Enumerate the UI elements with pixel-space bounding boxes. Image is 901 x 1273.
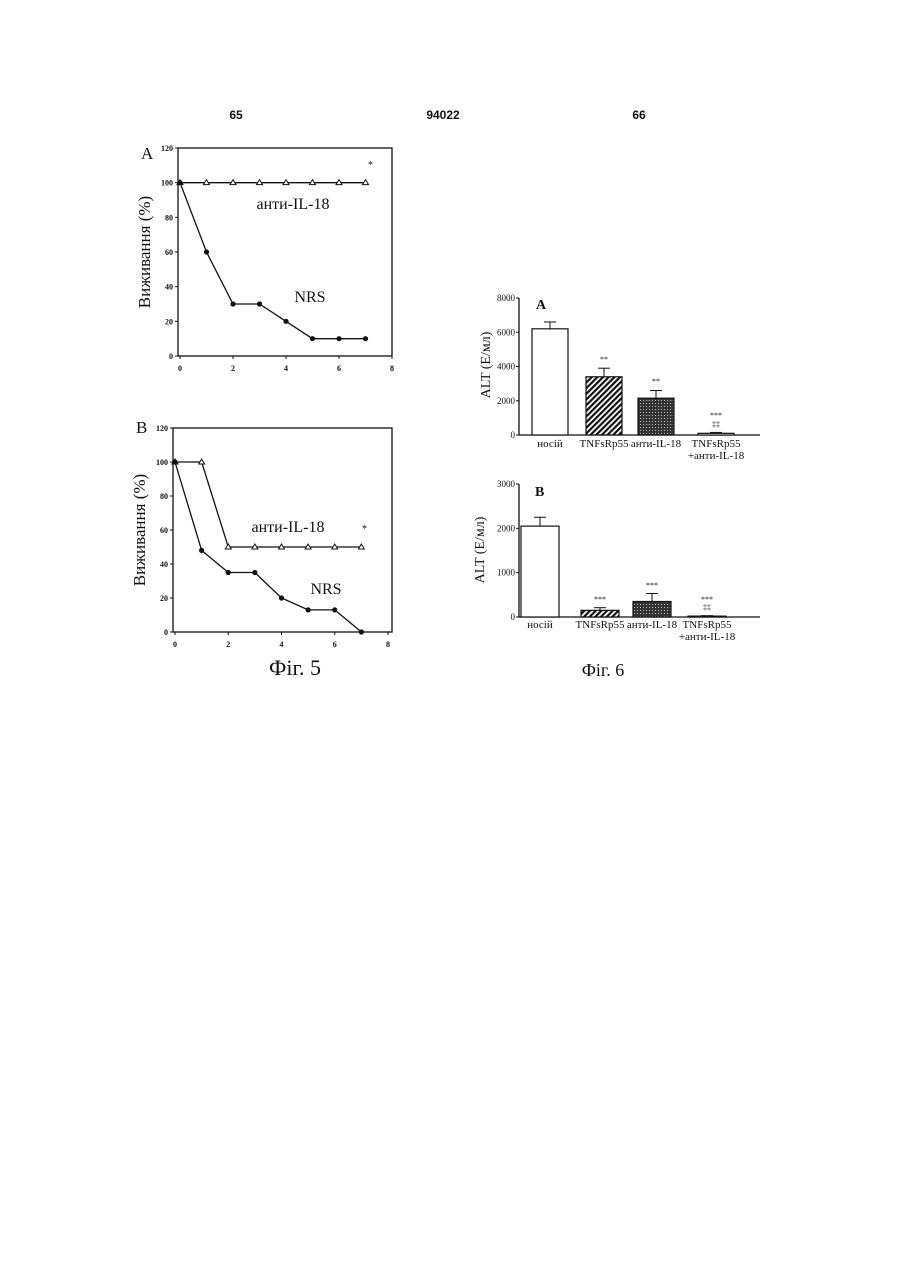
y-tick-label: 4000 (497, 362, 516, 372)
axis-title: ALT (Е/мл) (473, 516, 488, 583)
marker (332, 607, 337, 612)
series-label: анти-IL-18 (257, 196, 330, 213)
axis-title: Виживання (%) (135, 196, 154, 308)
marker (279, 595, 284, 600)
y-tick-label: 80 (165, 213, 173, 222)
marker (172, 459, 177, 464)
marker (363, 336, 368, 341)
x-tick-label: анти-IL-18 (627, 620, 677, 632)
marker (177, 180, 182, 185)
marker (283, 319, 288, 324)
axis-title: Виживання (%) (130, 474, 149, 586)
bar (521, 526, 559, 617)
significance-label: *** (646, 582, 658, 590)
axis-title: ALT (Е/мл) (479, 331, 494, 398)
panel-label: B (136, 418, 147, 437)
bar (581, 610, 619, 617)
y-tick-label: 2000 (497, 523, 516, 533)
y-tick-label: 60 (160, 526, 168, 535)
x-tick-label: 4 (284, 364, 288, 373)
y-tick-label: 80 (160, 492, 168, 501)
y-tick-label: 0 (169, 352, 173, 361)
figures: 02040608010012002468анти-IL-18NRS*Вижива… (0, 0, 901, 1273)
y-tick-label: 100 (156, 458, 168, 467)
x-tick-label: TNFsRp55 +анти-IL-18 (688, 439, 744, 462)
y-tick-label: 0 (164, 628, 168, 637)
y-tick-label: 40 (165, 283, 173, 292)
marker (257, 301, 262, 306)
x-tick-label: анти-IL-18 (631, 439, 681, 451)
y-tick-label: 120 (156, 424, 168, 433)
series-label: NRS (310, 581, 341, 598)
y-tick-label: 100 (161, 179, 173, 188)
marker (336, 336, 341, 341)
marker (306, 607, 311, 612)
panel-label: B (535, 485, 544, 500)
y-tick-label: 2000 (497, 396, 516, 406)
bar (688, 616, 726, 617)
significance-label: ** (652, 378, 660, 386)
x-tick-label: 2 (231, 364, 235, 373)
x-tick-label: TNFsRp55 +анти-IL-18 (679, 620, 735, 643)
x-tick-label: 0 (178, 364, 182, 373)
x-tick-label: 8 (390, 364, 394, 373)
significance-label: *** ‡‡ (710, 412, 722, 429)
y-tick-label: 0 (511, 612, 516, 622)
bar (532, 329, 568, 435)
x-tick-label: 2 (226, 640, 230, 649)
y-tick-label: 0 (511, 430, 516, 440)
plot-frame (178, 148, 392, 356)
panel-label: A (141, 144, 154, 163)
panel-label: A (536, 298, 547, 313)
significance-label: ** (600, 356, 608, 364)
marker (359, 629, 364, 634)
y-tick-label: 40 (160, 560, 168, 569)
y-tick-label: 6000 (497, 327, 516, 337)
significance-label: *** ‡‡ (701, 596, 713, 613)
marker (230, 301, 235, 306)
page: 65 94022 66 Фіг. 5 Фіг. 6 02040608010012… (0, 0, 901, 1273)
y-tick-label: 1000 (497, 568, 516, 578)
x-tick-label: 4 (280, 640, 284, 649)
marker (226, 570, 231, 575)
bar (633, 601, 671, 617)
marker (252, 570, 257, 575)
bar (638, 398, 674, 435)
marker (310, 336, 315, 341)
annotation: * (368, 160, 373, 171)
x-tick-label: 8 (386, 640, 390, 649)
x-tick-label: 6 (337, 364, 341, 373)
y-tick-label: 60 (165, 248, 173, 257)
y-tick-label: 3000 (497, 479, 516, 489)
y-tick-label: 8000 (497, 293, 516, 303)
x-tick-label: TNFsRp55 (580, 439, 629, 451)
bar (698, 433, 734, 435)
x-tick-label: 6 (333, 640, 337, 649)
x-tick-label: TNFsRp55 (576, 620, 625, 632)
bar (586, 377, 622, 435)
marker (199, 548, 204, 553)
y-tick-label: 20 (165, 317, 173, 326)
y-tick-label: 120 (161, 144, 173, 153)
x-tick-label: носій (527, 620, 553, 632)
marker (204, 249, 209, 254)
series-label: NRS (294, 289, 325, 306)
significance-label: *** (594, 596, 606, 604)
annotation: * (362, 524, 367, 535)
series-label: анти-IL-18 (252, 519, 325, 536)
x-tick-label: носій (537, 439, 563, 451)
y-tick-label: 20 (160, 594, 168, 603)
x-tick-label: 0 (173, 640, 177, 649)
